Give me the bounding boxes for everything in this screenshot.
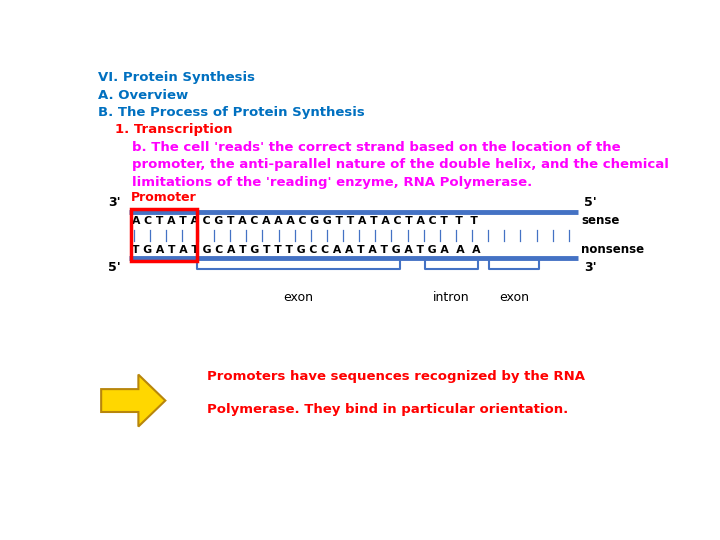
Text: 5': 5' bbox=[584, 196, 597, 209]
Text: 3': 3' bbox=[584, 261, 596, 274]
Text: promoter, the anti-parallel nature of the double helix, and the chemical: promoter, the anti-parallel nature of th… bbox=[132, 158, 669, 171]
Text: A C T A T A C G T A C A A A C G G T T A T A C T A C T  T  T: A C T A T A C G T A C A A A C G G T T A … bbox=[132, 215, 478, 226]
Text: 1. Transcription: 1. Transcription bbox=[115, 124, 233, 137]
Text: exon: exon bbox=[499, 292, 529, 305]
Text: 5': 5' bbox=[108, 261, 121, 274]
Text: Polymerase. They bind in particular orientation.: Polymerase. They bind in particular orie… bbox=[207, 403, 568, 416]
Text: Promoters have sequences recognized by the RNA: Promoters have sequences recognized by t… bbox=[207, 370, 585, 383]
Text: exon: exon bbox=[284, 292, 313, 305]
Text: VI. Protein Synthesis: VI. Protein Synthesis bbox=[99, 71, 256, 84]
Text: Promoter: Promoter bbox=[131, 191, 197, 204]
Text: limitations of the 'reading' enzyme, RNA Polymerase.: limitations of the 'reading' enzyme, RNA… bbox=[132, 176, 532, 189]
Text: B. The Process of Protein Synthesis: B. The Process of Protein Synthesis bbox=[99, 106, 365, 119]
Text: A. Overview: A. Overview bbox=[99, 89, 189, 102]
Text: sense: sense bbox=[581, 214, 619, 227]
Text: intron: intron bbox=[433, 292, 469, 305]
Text: 3': 3' bbox=[108, 196, 121, 209]
Text: nonsense: nonsense bbox=[581, 244, 644, 256]
Bar bbox=[131, 209, 197, 261]
Text: b. The cell 'reads' the correct strand based on the location of the: b. The cell 'reads' the correct strand b… bbox=[132, 141, 621, 154]
Text: T G A T A T G C A T G T T T G C C A A T A T G A T G A  A  A: T G A T A T G C A T G T T T G C C A A T … bbox=[132, 245, 480, 255]
Polygon shape bbox=[101, 375, 166, 427]
